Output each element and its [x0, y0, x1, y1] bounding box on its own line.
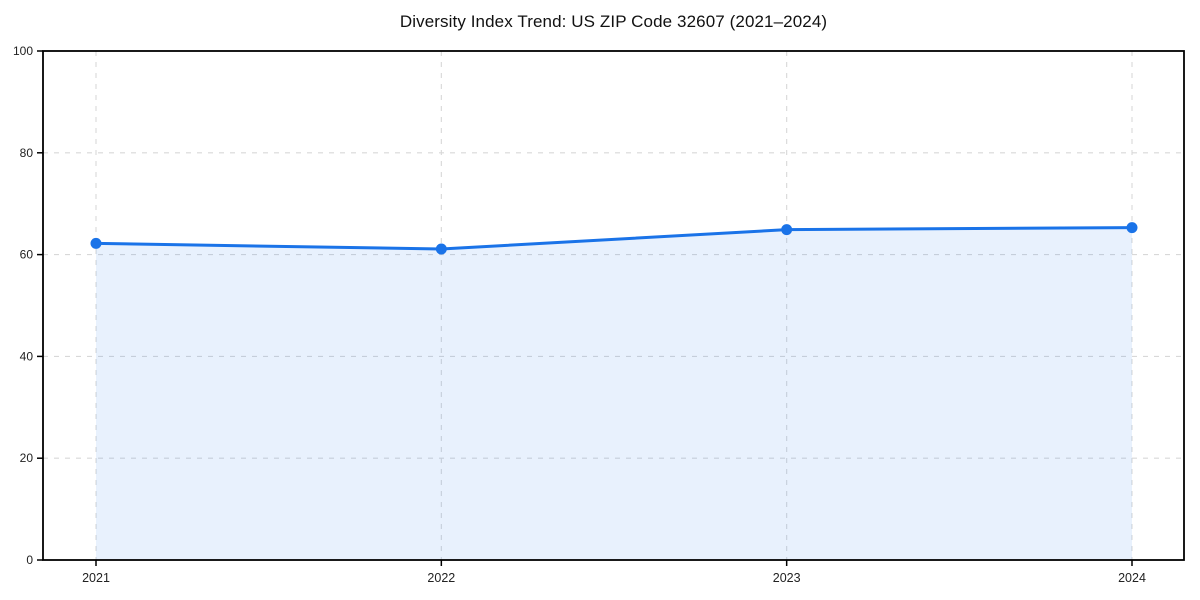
x-axis-tick-label: 2021: [82, 571, 110, 585]
trend-line: [94, 226, 1134, 251]
plot-border: [42, 50, 1185, 561]
y-axis-tick-label: 20: [20, 451, 34, 465]
chart-title: Diversity Index Trend: US ZIP Code 32607…: [399, 12, 828, 31]
x-axis-tick-label: 2022: [427, 571, 455, 585]
area-fill: [96, 227, 1132, 561]
data-point-marker: [781, 224, 793, 236]
y-axis-tick-label: 100: [13, 44, 33, 58]
data-point-marker: [90, 237, 102, 249]
x-axis-tick-label: 2023: [773, 571, 801, 585]
y-axis-tick-label: 0: [26, 553, 33, 567]
y-axis-tick-label: 80: [20, 146, 34, 160]
data-point-marker: [435, 243, 447, 255]
data-point-marker: [1126, 222, 1138, 234]
y-axis-tick-label: 40: [20, 349, 34, 363]
y-axis-tick-label: 60: [20, 248, 34, 262]
x-axis-tick-label: 2024: [1118, 571, 1146, 585]
